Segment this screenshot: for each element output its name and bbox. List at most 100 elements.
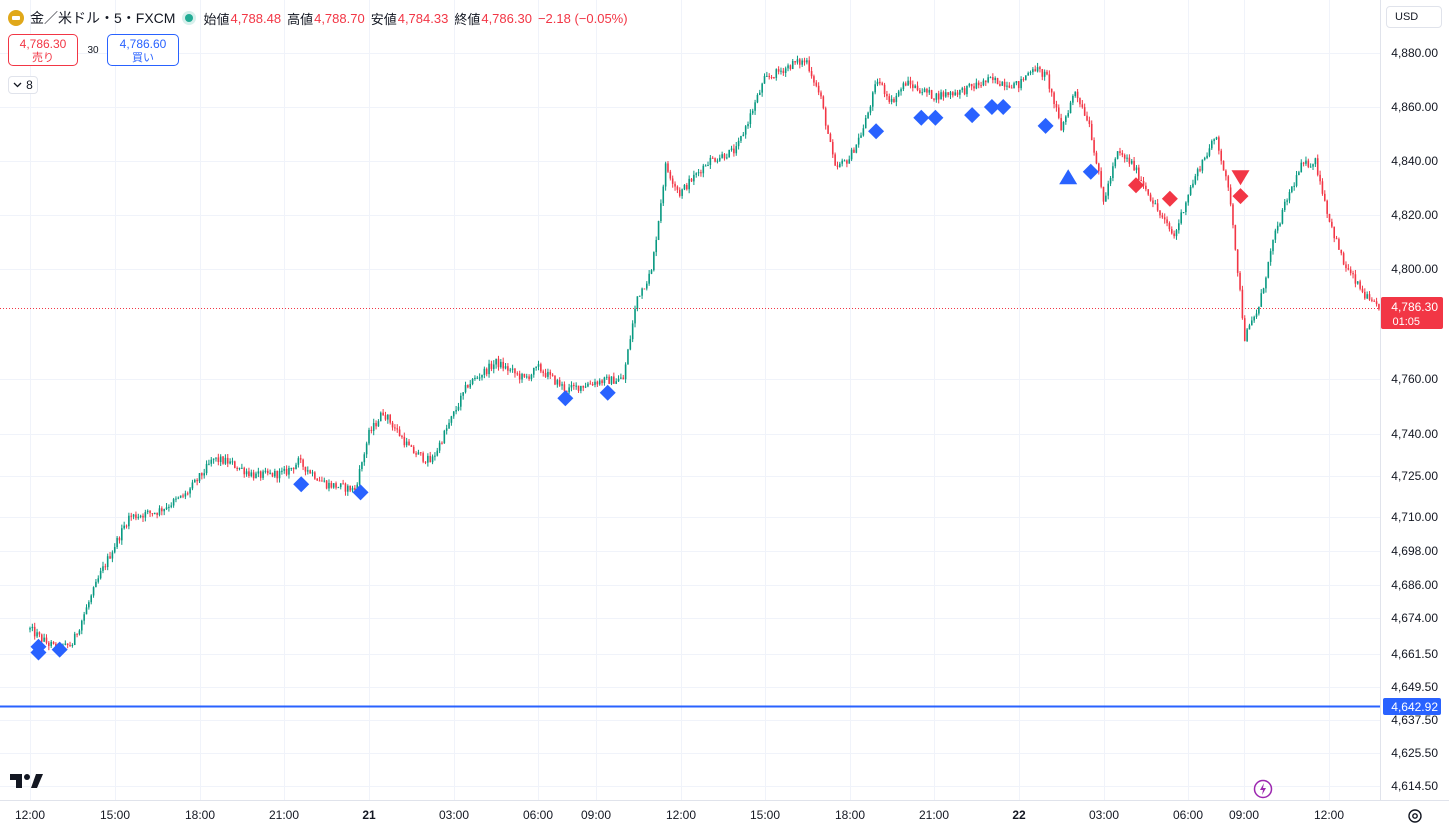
candle	[782, 67, 785, 76]
candle	[645, 281, 648, 291]
candle	[1013, 81, 1015, 89]
candle	[568, 383, 570, 395]
candle	[1340, 249, 1343, 256]
time-axis[interactable]: 12:00 15:00 18:00 21:00 21 03:00 06:00 09:00 12:…	[15, 808, 1344, 822]
candle	[274, 468, 276, 478]
candle	[398, 426, 401, 437]
candle	[707, 161, 709, 167]
candle	[177, 496, 180, 500]
candle	[921, 88, 924, 96]
candle	[450, 415, 453, 426]
candle	[1020, 76, 1022, 91]
y-tick-label: 4,614.50	[1391, 779, 1438, 793]
candle	[768, 73, 771, 80]
symbol-title[interactable]: 金／米ドル・5・FXCM	[30, 10, 176, 26]
sell-button[interactable]: 4,786.30 売り	[8, 34, 78, 66]
candle	[142, 513, 144, 523]
candle	[989, 76, 992, 79]
candle	[1036, 62, 1039, 73]
buy-button[interactable]: 4,786.60 買い	[107, 34, 179, 66]
candle	[1055, 100, 1058, 112]
candle	[1347, 264, 1350, 271]
signal-marker-diamond-blue	[30, 638, 47, 655]
candle	[744, 124, 747, 139]
candle	[730, 145, 733, 152]
candle	[85, 604, 88, 615]
indicators-collapse-button[interactable]: 8	[8, 76, 38, 94]
candle	[314, 471, 316, 480]
currency-selector[interactable]: USD	[1386, 6, 1442, 28]
candle	[683, 184, 686, 191]
candle	[321, 476, 323, 482]
candle	[1086, 111, 1088, 122]
candle	[923, 87, 926, 93]
candle	[1097, 162, 1100, 175]
candle	[784, 66, 787, 77]
candle	[1088, 116, 1091, 128]
candle	[436, 447, 439, 457]
candle	[1356, 280, 1359, 285]
candle	[269, 469, 271, 475]
candle	[1100, 167, 1102, 189]
candle	[464, 381, 467, 394]
candle	[860, 132, 862, 139]
high-value: 4,788.70	[314, 10, 365, 26]
candle	[1354, 270, 1357, 288]
candle	[1361, 285, 1364, 294]
candle	[462, 392, 464, 400]
candle	[1076, 89, 1079, 103]
candle	[504, 362, 507, 370]
candle	[401, 434, 403, 439]
candle	[937, 90, 940, 104]
candle	[1258, 306, 1260, 316]
candle	[596, 380, 599, 387]
candle	[975, 78, 978, 90]
candle	[500, 358, 502, 369]
close-label: 終値	[454, 11, 481, 27]
tradingview-logo-icon[interactable]	[10, 772, 44, 790]
candle	[808, 56, 811, 73]
horizontal-level-label: 4,642.92	[1391, 700, 1438, 714]
candle	[540, 362, 542, 374]
candle	[370, 426, 373, 434]
candle	[994, 76, 997, 84]
signal-marker-diamond-red	[1161, 190, 1178, 207]
candle	[236, 466, 238, 472]
settings-icon[interactable]	[1405, 806, 1425, 826]
x-tick-label: 12:00	[666, 808, 696, 822]
candle	[179, 495, 182, 499]
candle	[1102, 186, 1105, 205]
candle	[827, 124, 829, 134]
candle	[151, 513, 154, 517]
candle	[1300, 159, 1303, 173]
candle	[1333, 226, 1336, 243]
candle	[1166, 216, 1168, 227]
candle	[396, 424, 399, 433]
candle	[980, 81, 982, 88]
candle	[502, 357, 504, 372]
candle	[234, 460, 236, 469]
candle	[184, 490, 187, 500]
signal-marker-diamond-blue	[293, 476, 310, 493]
candle	[295, 462, 297, 470]
candle	[1079, 97, 1081, 108]
candle	[121, 524, 123, 545]
candle	[38, 631, 41, 638]
y-tick-label: 4,820.00	[1391, 208, 1438, 222]
chevron-down-icon	[13, 82, 22, 88]
price-axis[interactable]: 4,880.00 4,860.00 4,840.00 4,820.00 4,800.00…	[1391, 46, 1438, 793]
candle	[43, 633, 45, 643]
candle	[302, 458, 304, 471]
candle	[66, 643, 69, 649]
candle	[1232, 203, 1234, 229]
candle	[1067, 110, 1069, 118]
candle	[391, 420, 394, 431]
candle	[573, 382, 575, 390]
candle	[137, 513, 140, 520]
candle	[1227, 174, 1230, 191]
candle	[1015, 80, 1018, 86]
candle	[1008, 82, 1011, 89]
y-tick-label: 4,649.50	[1391, 680, 1438, 694]
lightning-icon[interactable]	[1253, 779, 1273, 799]
